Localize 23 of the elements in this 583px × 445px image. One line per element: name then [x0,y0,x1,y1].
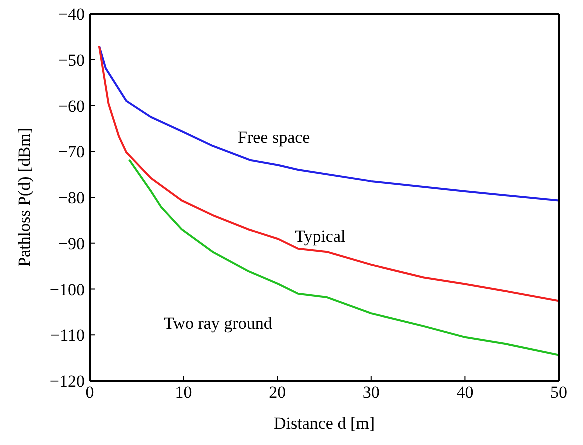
y-axis-title: Pathloss P(d) [dBm] [15,128,34,267]
y-tick-label: −110 [50,326,85,346]
x-tick-label: 30 [362,383,380,402]
annotation: Typical [295,227,346,247]
line-series [128,158,559,356]
x-tick-label: 10 [175,383,192,402]
y-tick-label: −80 [58,188,85,208]
y-tick-label: −60 [58,96,85,116]
x-tick-label: 20 [269,383,286,402]
x-axis-title: Distance d [m] [274,414,376,433]
x-tick-label: 50 [550,383,568,402]
y-tick-label: −70 [58,142,85,162]
line-series [98,45,559,302]
line-series [98,45,559,202]
y-tick-label: −90 [58,234,85,254]
annotation: Two ray ground [164,314,272,334]
x-tick-label: 0 [86,383,94,402]
y-tick-label: −100 [50,280,85,300]
annotation: Free space [238,128,310,148]
y-tick-label: −50 [58,50,85,70]
y-tick-label: −40 [58,5,85,24]
x-tick-label: 40 [456,383,474,402]
y-tick-label: −120 [50,372,85,392]
